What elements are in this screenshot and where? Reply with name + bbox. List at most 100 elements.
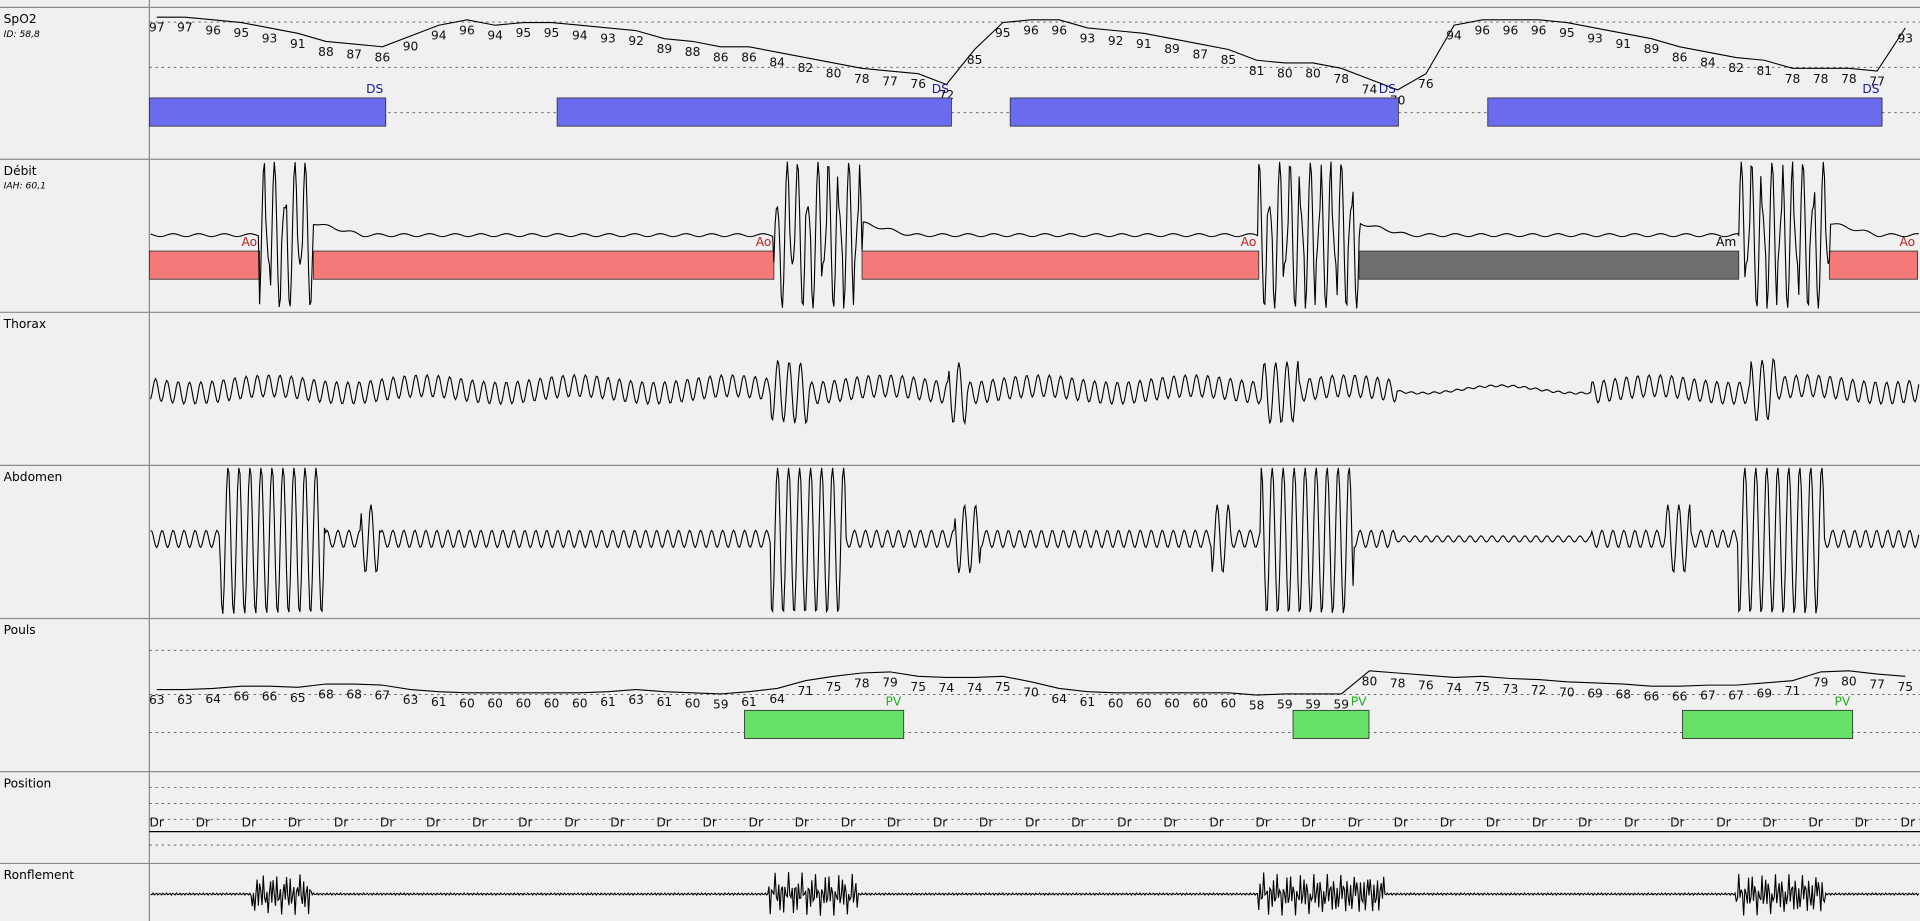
reading-label: 64 bbox=[1051, 692, 1067, 706]
reading-label: 96 bbox=[205, 23, 221, 37]
position-label: Dr bbox=[426, 816, 441, 830]
position-label: Dr bbox=[979, 816, 994, 830]
reading-label: 86 bbox=[375, 50, 391, 64]
channel-name: Débit bbox=[4, 164, 37, 178]
snore-signal bbox=[150, 872, 1920, 916]
event-bar bbox=[861, 250, 1260, 280]
channel-name: Abdomen bbox=[4, 470, 63, 484]
position-label: Dr bbox=[518, 816, 533, 830]
reading-label: 80 bbox=[1305, 66, 1321, 80]
reading-label: 75 bbox=[995, 680, 1011, 694]
reading-label: 64 bbox=[205, 692, 221, 706]
event-bar bbox=[1487, 97, 1883, 127]
reading-label: 60 bbox=[1192, 696, 1208, 710]
channel-name: Thorax bbox=[3, 317, 46, 331]
reading-label: 79 bbox=[882, 675, 898, 689]
reading-label: 88 bbox=[318, 45, 334, 59]
reading-label: 68 bbox=[1615, 688, 1631, 702]
reading-label: 71 bbox=[798, 684, 814, 698]
reading-label: 97 bbox=[177, 21, 193, 35]
event-bar bbox=[1682, 709, 1854, 739]
reading-label: 91 bbox=[290, 37, 306, 51]
reading-label: 96 bbox=[1503, 23, 1519, 37]
reading-label: 66 bbox=[262, 690, 278, 704]
event-label: DS bbox=[1379, 82, 1396, 96]
position-label: Dr bbox=[1578, 816, 1593, 830]
position-label: Dr bbox=[1624, 816, 1639, 830]
reading-label: 70 bbox=[1023, 685, 1039, 699]
channel-name: Pouls bbox=[4, 623, 36, 637]
position-label: Dr bbox=[1025, 816, 1040, 830]
reading-label: 93 bbox=[1080, 31, 1096, 45]
reading-label: 86 bbox=[1672, 50, 1688, 64]
reading-label: 66 bbox=[1644, 690, 1660, 704]
reading-label: 69 bbox=[1757, 686, 1773, 700]
reading-label: 58 bbox=[1249, 699, 1265, 713]
position-label: Dr bbox=[841, 816, 856, 830]
position-label: Dr bbox=[1440, 816, 1455, 830]
reading-label: 78 bbox=[1813, 72, 1829, 86]
reading-label: 68 bbox=[346, 688, 362, 702]
reading-label: 92 bbox=[1108, 34, 1124, 48]
reading-label: 70 bbox=[1559, 685, 1575, 699]
reading-label: 94 bbox=[572, 29, 588, 43]
reading-label: 63 bbox=[177, 693, 193, 707]
reading-label: 75 bbox=[826, 680, 842, 694]
reading-label: 63 bbox=[149, 693, 165, 707]
event-bar bbox=[1828, 250, 1918, 280]
reading-label: 75 bbox=[1474, 680, 1490, 694]
reading-label: 95 bbox=[1559, 26, 1575, 40]
position-label: Dr bbox=[196, 816, 211, 830]
reading-label: 74 bbox=[1446, 681, 1462, 695]
reading-label: 96 bbox=[1474, 23, 1490, 37]
event-label: DS bbox=[366, 82, 383, 96]
reading-label: 67 bbox=[1700, 689, 1716, 703]
reading-label: 85 bbox=[967, 53, 983, 67]
reading-label: 96 bbox=[1531, 23, 1547, 37]
reading-label: 88 bbox=[685, 45, 701, 59]
reading-label: 94 bbox=[487, 29, 503, 43]
position-label: Dr bbox=[1117, 816, 1132, 830]
event-bar bbox=[148, 250, 261, 280]
position-label: Dr bbox=[380, 816, 395, 830]
position-label: Dr bbox=[1301, 816, 1316, 830]
flow-signal bbox=[150, 161, 1919, 309]
reading-label: 80 bbox=[1277, 66, 1293, 80]
reading-label: 66 bbox=[234, 690, 250, 704]
position-label: Dr bbox=[288, 816, 303, 830]
position-label: Dr bbox=[1255, 816, 1270, 830]
position-label: Dr bbox=[1486, 816, 1501, 830]
reading-label: 65 bbox=[290, 691, 306, 705]
reading-label: 78 bbox=[1333, 72, 1349, 86]
reading-label: 80 bbox=[826, 66, 842, 80]
reading-label: 60 bbox=[1221, 696, 1237, 710]
event-label: PV bbox=[1834, 694, 1850, 708]
channel-name: SpO2 bbox=[4, 12, 37, 26]
reading-label: 60 bbox=[1136, 696, 1152, 710]
event-label: PV bbox=[885, 694, 901, 708]
event-bar bbox=[313, 250, 775, 280]
reading-label: 95 bbox=[516, 26, 532, 40]
reading-label: 76 bbox=[1418, 679, 1434, 693]
position-label: Dr bbox=[1532, 816, 1547, 830]
reading-label: 79 bbox=[1813, 675, 1829, 689]
position-label: Dr bbox=[1670, 816, 1685, 830]
reading-label: 73 bbox=[1503, 682, 1519, 696]
reading-label: 89 bbox=[1164, 42, 1180, 56]
reading-label: 60 bbox=[516, 696, 532, 710]
reading-label: 61 bbox=[741, 695, 757, 709]
reading-label: 59 bbox=[1333, 697, 1349, 711]
reading-label: 74 bbox=[967, 681, 983, 695]
position-label: Dr bbox=[242, 816, 257, 830]
reading-label: 63 bbox=[628, 693, 644, 707]
event-label: DS bbox=[1862, 82, 1879, 96]
reading-label: 61 bbox=[431, 695, 447, 709]
event-label: DS bbox=[932, 82, 949, 96]
reading-label: 59 bbox=[713, 697, 729, 711]
reading-label: 75 bbox=[1898, 680, 1914, 694]
reading-label: 86 bbox=[741, 50, 757, 64]
reading-label: 96 bbox=[1023, 23, 1039, 37]
event-label: Ao bbox=[756, 235, 772, 249]
